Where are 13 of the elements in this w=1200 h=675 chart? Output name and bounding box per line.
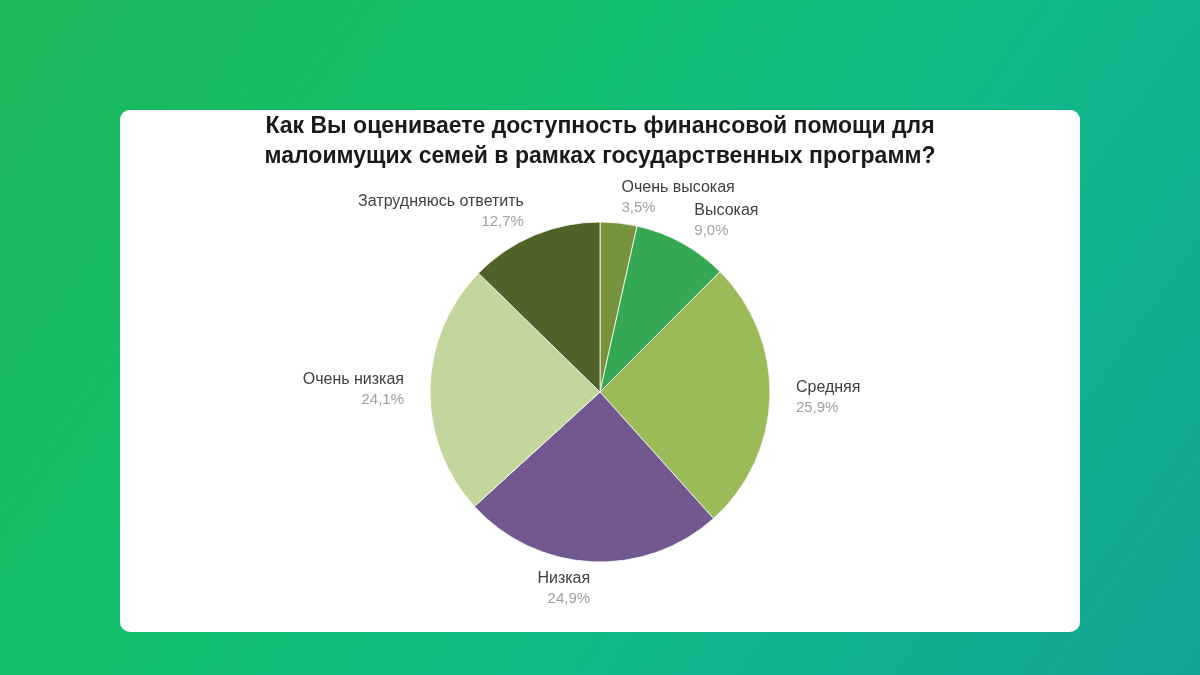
data-label: 9,0%: [694, 221, 729, 239]
slice-label: Затрудняюсь ответить: [358, 192, 524, 210]
data-label: 12,7%: [481, 212, 524, 230]
chart-title: Как Вы оцениваете доступность финансовой помощи для малоимущих семей в рамках государственных программ?: [264, 112, 936, 168]
slice-label: Высокая: [694, 201, 759, 219]
data-label: 25,9%: [795, 398, 839, 416]
slice-label: Средняя: [795, 378, 861, 396]
slice-label: Очень высокая: [621, 178, 735, 196]
data-label: 3,5%: [621, 198, 656, 216]
slice-label: Низкая: [537, 568, 591, 586]
data-label: 24,9%: [547, 588, 591, 606]
data-label: 24,1%: [361, 389, 405, 407]
slice-label: Очень низкая: [302, 369, 405, 387]
